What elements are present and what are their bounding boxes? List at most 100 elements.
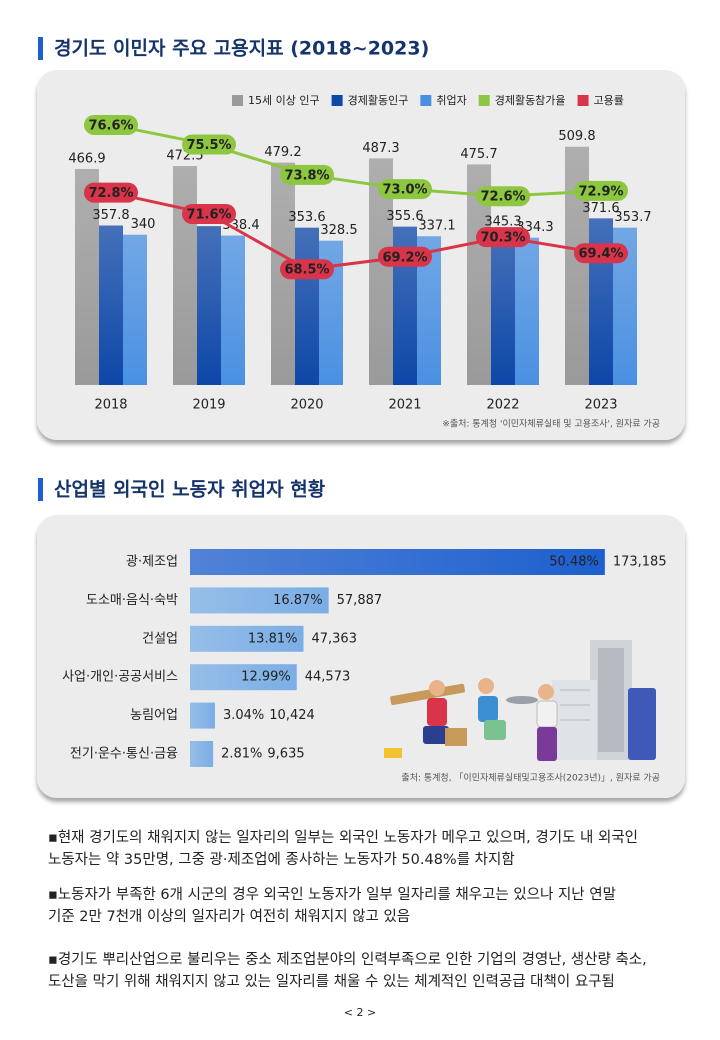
bar [190, 587, 329, 614]
paragraph-line: 도산을 막기 위해 채워지지 않고 있는 일자리를 채울 수 있는 체계적인 인… [48, 973, 615, 990]
bar-value-label: 475.7 [460, 147, 497, 162]
point-label-pill [84, 182, 138, 203]
x-tick-label: 2023 [584, 398, 617, 413]
value-label: 3.04% [223, 708, 264, 723]
paragraph-line: 노동자는 약 35만명, 그중 광·제조업에 종사하는 노동자가 50.48%를… [48, 851, 515, 868]
category-label: 광·제조업 [126, 555, 178, 570]
illustration [384, 640, 656, 761]
count-label: 44,573 [305, 670, 351, 685]
category-label: 도소매·음식·숙박 [86, 593, 178, 608]
point-label: 76.6% [88, 118, 133, 133]
bar [190, 664, 297, 691]
value-label: 16.87% [273, 593, 323, 608]
legend-swatch [420, 95, 432, 106]
bar [197, 226, 221, 385]
x-tick-label: 2020 [290, 398, 323, 413]
bar-value-label: 345.3 [484, 214, 521, 229]
x-tick-label: 2018 [94, 398, 127, 413]
heading: 경기도 이민자 주요 고용지표 (2018~2023) [54, 38, 429, 60]
point-label: 73.8% [284, 168, 329, 183]
bar [173, 166, 197, 385]
bar-value-label: 328.5 [320, 223, 357, 238]
point-label: 70.3% [480, 231, 525, 246]
point-label: 72.8% [88, 186, 133, 201]
paragraph-line: ▪노동자가 부족한 6개 시군의 경우 외국인 노동자가 일부 일자리를 채우고… [48, 886, 616, 903]
legend-swatch [331, 95, 343, 106]
point-label-pill [574, 243, 628, 264]
point-label-pill [476, 186, 530, 207]
point-label: 69.2% [382, 250, 427, 265]
heading-marker [38, 37, 43, 60]
category-label: 전기·운수·통신·금융 [70, 747, 178, 762]
point-label: 72.9% [578, 184, 623, 199]
count-label: 9,635 [267, 747, 304, 762]
category-label: 농림어업 [130, 708, 178, 723]
count-label: 57,887 [337, 593, 383, 608]
value-label: 13.81% [248, 631, 298, 646]
value-label: 50.48% [549, 555, 599, 570]
point-label-pill [182, 134, 236, 155]
bar-value-label: 353.7 [614, 210, 651, 225]
legend-label: 15세 이상 인구 [248, 94, 320, 107]
bar [99, 225, 123, 385]
count-label: 173,185 [613, 555, 667, 570]
paragraph-line: 기준 2만 7천개 이상의 일자리가 여전히 채워지지 않고 있음 [48, 908, 410, 925]
point-label: 72.6% [480, 190, 525, 205]
bar [190, 741, 214, 767]
legend-label: 취업자 [436, 94, 466, 107]
bar [123, 234, 147, 385]
bar [221, 235, 245, 385]
bar-value-label: 371.6 [582, 201, 619, 216]
count-label: 10,424 [269, 708, 315, 723]
bar [190, 549, 605, 575]
point-label-pill [280, 164, 334, 185]
paragraph-line: ▪현재 경기도의 채워지지 않는 일자리의 일부는 외국인 노동자가 메우고 있… [48, 829, 638, 846]
category-label: 건설업 [142, 631, 178, 646]
point-label: 73.0% [382, 183, 427, 198]
bar-value-label: 466.9 [68, 151, 105, 166]
legend-label: 고용률 [594, 94, 624, 107]
value-label: 2.81% [221, 747, 262, 762]
bar-value-label: 509.8 [558, 129, 595, 144]
point-label-pill [476, 227, 530, 248]
source-note: ※출처: 통계청 '이민자체류실태 및 고용조사', 원자료 가공 [442, 418, 660, 430]
point-label-pill [378, 246, 432, 267]
bar-value-label: 353.6 [288, 210, 325, 225]
bar-value-label: 340 [131, 217, 156, 232]
point-label-pill [378, 179, 432, 200]
point-label: 68.5% [284, 263, 329, 278]
x-tick-label: 2019 [192, 398, 225, 413]
bar [515, 237, 539, 385]
point-label-pill [182, 204, 236, 224]
legend-swatch [478, 95, 490, 106]
point-label-pill [84, 114, 138, 135]
bar [491, 231, 515, 385]
bar [190, 625, 304, 652]
legend-label: 경제활동참가율 [495, 93, 566, 107]
source-note: 출처: 통계청, 「이민자체류실태및고용조사(2023년)」, 원자료 가공 [401, 772, 660, 784]
bar-value-label: 357.8 [92, 208, 129, 223]
point-label-pill [574, 180, 628, 201]
bar-value-label: 337.1 [418, 219, 455, 234]
heading: 산업별 외국인 노동자 취업자 현황 [54, 478, 326, 501]
x-tick-label: 2021 [388, 398, 421, 413]
point-label-pill [280, 259, 334, 280]
value-label: 12.99% [241, 670, 291, 685]
page-number: < 2 > [344, 1006, 376, 1019]
heading-marker [38, 478, 43, 501]
bar [75, 168, 99, 385]
legend-swatch [232, 95, 243, 106]
count-label: 47,363 [311, 631, 357, 646]
category-label: 사업·개인·공공서비스 [62, 670, 178, 685]
bar-value-label: 355.6 [386, 209, 423, 224]
legend-swatch [577, 95, 589, 106]
bar [295, 227, 319, 385]
point-label: 75.5% [186, 138, 231, 153]
bar [190, 702, 215, 729]
legend-label: 경제활동인구 [348, 93, 409, 107]
bar-value-label: 479.2 [264, 145, 301, 160]
bar-value-label: 487.3 [362, 141, 399, 156]
paragraph-line: ▪경기도 뿌리산업으로 불리우는 중소 제조업분야의 인력부족으로 인한 기업의… [48, 951, 647, 968]
